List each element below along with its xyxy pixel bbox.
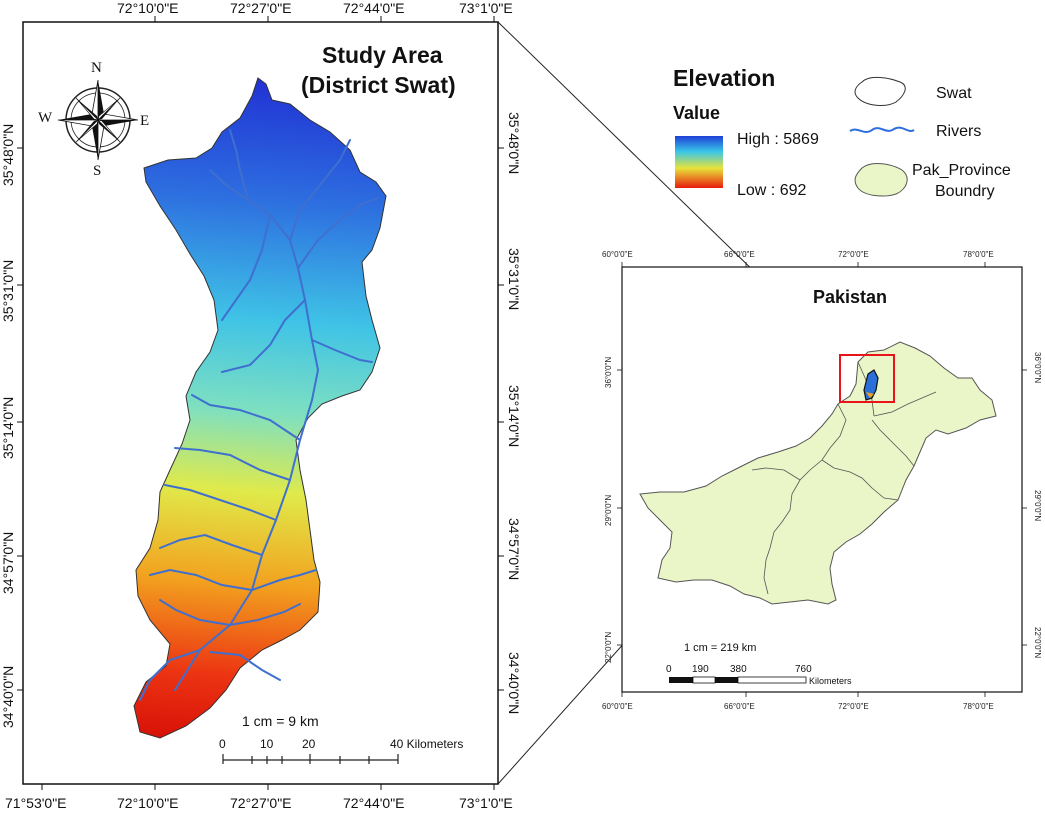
main-top-tick: 72°27'0"E xyxy=(230,0,292,16)
inset-left-tick: 29°0'0"N xyxy=(604,494,613,526)
main-scale-label: 10 xyxy=(260,737,274,751)
inset-top-tick: 66°0'0"E xyxy=(724,250,755,259)
province-polygon-icon xyxy=(854,163,908,197)
main-scale-bar xyxy=(222,754,399,764)
legend-item-rivers: Rivers xyxy=(936,123,982,140)
legend-low: Low : 692 xyxy=(737,182,807,199)
legend-heading: Elevation xyxy=(673,65,776,91)
main-map-ticks xyxy=(17,16,504,790)
inset-map-ticks xyxy=(617,262,1027,697)
inset-scale-ratio: 1 cm = 219 km xyxy=(684,642,757,654)
outline-polygon-icon xyxy=(854,76,906,106)
main-bottom-tick: 72°10'0"E xyxy=(117,795,179,811)
inset-left-tick: 22°0'0"N xyxy=(604,631,613,663)
main-left-tick: 34°40'0"N xyxy=(0,665,16,728)
inset-right-tick: 36°0'0"N xyxy=(1033,352,1042,384)
main-bottom-tick: 72°44'0"E xyxy=(343,795,405,811)
main-scale-label: 40 Kilometers xyxy=(390,737,464,751)
province-boundaries xyxy=(751,361,937,595)
main-right-tick: 35°14'0"N xyxy=(506,385,522,448)
main-left-tick: 35°31'0"N xyxy=(0,259,16,322)
main-right-tick: 35°31'0"N xyxy=(506,248,522,311)
compass-west: W xyxy=(38,110,53,126)
main-scale-ratio: 1 cm = 9 km xyxy=(242,713,319,729)
study-area-subtitle: (District Swat) xyxy=(301,72,456,98)
inset-top-tick: 60°0'0"E xyxy=(602,250,633,259)
inset-scale-unit: Kilometers xyxy=(809,676,852,686)
swat-rivers xyxy=(139,129,379,701)
elevation-ramp xyxy=(675,136,723,188)
inset-right-tick: 29°0'0"N xyxy=(1033,490,1042,522)
inset-scale-label: 760 xyxy=(795,664,812,675)
compass-south: S xyxy=(93,163,102,179)
main-bottom-tick: 71°53'0"E xyxy=(5,795,67,811)
main-top-tick: 73°1'0"E xyxy=(459,0,513,16)
compass-north: N xyxy=(91,60,102,76)
river-line-icon xyxy=(849,126,915,133)
inset-scale-label: 190 xyxy=(692,664,709,675)
inset-scale-label: 380 xyxy=(730,664,747,675)
inset-scale-label: 0 xyxy=(666,664,672,675)
inset-top-tick: 72°0'0"E xyxy=(838,250,869,259)
legend-item-province-2: Boundry xyxy=(935,183,995,200)
main-bottom-tick: 73°1'0"E xyxy=(459,795,513,811)
legend-subheading: Value xyxy=(673,103,721,123)
main-scale-label: 0 xyxy=(219,737,226,751)
inset-bottom-tick: 60°0'0"E xyxy=(602,702,633,711)
swat-district-dem xyxy=(133,77,387,739)
inset-bottom-tick: 78°0'0"E xyxy=(963,702,994,711)
main-right-tick: 34°40'0"N xyxy=(506,652,522,715)
legend-item-swat: Swat xyxy=(936,85,972,102)
main-left-tick: 35°14'0"N xyxy=(0,396,16,459)
main-bottom-tick: 72°27'0"E xyxy=(230,795,292,811)
legend-item-province: Pak_Province xyxy=(912,162,1011,179)
main-right-tick: 35°48'0"N xyxy=(506,112,522,175)
main-top-tick: 72°10'0"E xyxy=(117,0,179,16)
inset-right-tick: 22°0'0"N xyxy=(1033,627,1042,659)
study-area-title: Study Area xyxy=(322,42,443,68)
main-left-tick: 34°57'0"N xyxy=(0,531,16,594)
main-left-tick: 35°48'0"N xyxy=(0,123,16,186)
inset-location-box xyxy=(839,354,895,403)
main-right-tick: 34°57'0"N xyxy=(506,518,522,581)
inset-top-tick: 78°0'0"E xyxy=(963,250,994,259)
legend-high: High : 5869 xyxy=(737,131,819,148)
inset-left-tick: 36°0'0"N xyxy=(604,356,613,388)
inset-bottom-tick: 66°0'0"E xyxy=(724,702,755,711)
inset-scale-bar xyxy=(669,676,807,684)
compass-east: E xyxy=(140,113,150,129)
inset-bottom-tick: 72°0'0"E xyxy=(838,702,869,711)
inset-title: Pakistan xyxy=(813,287,888,307)
pakistan-map xyxy=(639,341,997,605)
compass-rose-icon xyxy=(57,79,139,161)
main-scale-label: 20 xyxy=(302,737,316,751)
main-top-tick: 72°44'0"E xyxy=(343,0,405,16)
